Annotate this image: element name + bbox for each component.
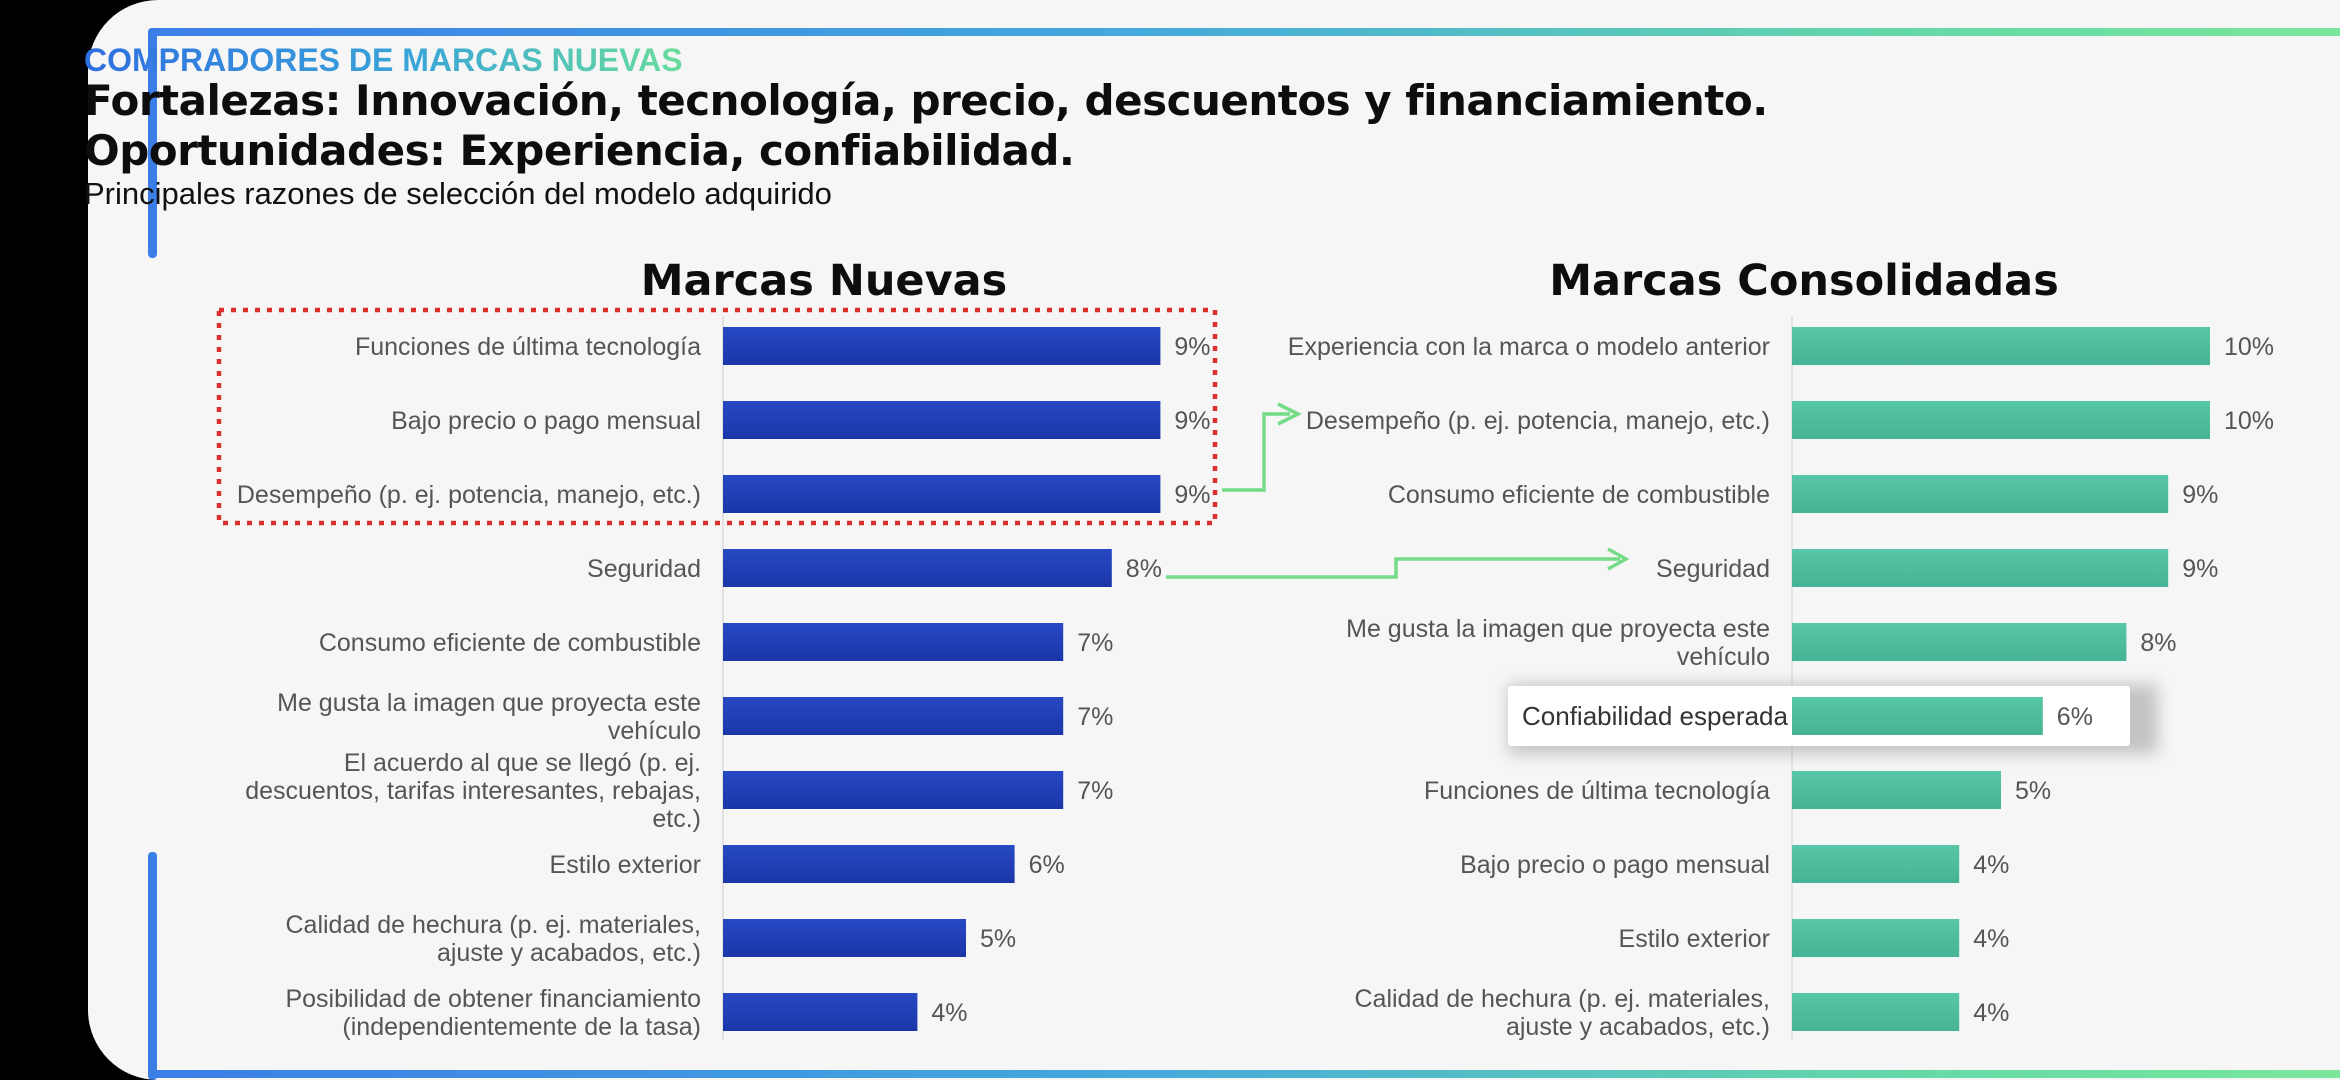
bar-nuevas [723, 623, 1064, 661]
bar-consolidadas [1792, 327, 2210, 365]
bar-consolidadas [1792, 475, 2169, 513]
value-label-consolidadas: 5% [2015, 777, 2051, 805]
frame-top-accent [148, 28, 2340, 36]
bar-nuevas [723, 919, 966, 957]
value-label-consolidadas: 8% [2140, 629, 2176, 657]
highlight-box [216, 307, 1218, 526]
value-label-consolidadas: 6% [2057, 703, 2093, 731]
bar-nuevas [723, 327, 1161, 365]
value-label-consolidadas: 9% [2182, 555, 2218, 583]
category-label-nuevas: Posibilidad de obtener financiamiento [285, 985, 701, 1013]
headline-strengths: Fortalezas: Innovación, tecnología, prec… [84, 76, 1768, 125]
subtitle: Principales razones de selección del mod… [84, 176, 832, 211]
value-label-nuevas: 9% [1174, 407, 1210, 435]
bar-nuevas [723, 845, 1015, 883]
bar-nuevas [723, 993, 918, 1031]
frame-left-accent [148, 28, 157, 258]
category-label-consolidadas: Seguridad [1656, 555, 1770, 583]
category-label-nuevas: Seguridad [587, 555, 701, 583]
category-label-nuevas: Consumo eficiente de combustible [319, 629, 701, 657]
category-label-nuevas: vehículo [608, 717, 701, 745]
arrowhead-seguridad [1607, 547, 1630, 571]
value-label-nuevas: 7% [1077, 777, 1113, 805]
chart-title-consolidadas: Marcas Consolidadas [1549, 256, 2059, 306]
value-label-nuevas: 7% [1077, 703, 1113, 731]
bar-consolidadas [1792, 401, 2210, 439]
value-label-consolidadas: 4% [1973, 999, 2009, 1027]
category-label-consolidadas: Confiabilidad esperada [1522, 701, 1789, 731]
frame-bottom-accent [148, 1070, 2340, 1078]
bar-consolidadas [1792, 549, 2169, 587]
category-label-nuevas: Desempeño (p. ej. potencia, manejo, etc.… [237, 481, 701, 509]
category-label-nuevas: descuentos, tarifas interesantes, rebaja… [245, 777, 701, 805]
category-label-consolidadas: Consumo eficiente de combustible [1388, 481, 1770, 509]
category-label-consolidadas: Me gusta la imagen que proyecta este [1346, 615, 1770, 643]
category-label-consolidadas: vehículo [1677, 643, 1770, 671]
arrowhead-desempeno [1277, 402, 1302, 426]
value-label-nuevas: 7% [1077, 629, 1113, 657]
bar-nuevas [723, 475, 1161, 513]
slide [88, 0, 2340, 1080]
value-label-nuevas: 9% [1174, 333, 1210, 361]
category-label-consolidadas: Experiencia con la marca o modelo anteri… [1288, 333, 1770, 361]
value-label-consolidadas: 9% [2182, 481, 2218, 509]
value-label-nuevas: 8% [1126, 555, 1162, 583]
bar-consolidadas [1792, 623, 2127, 661]
category-label-nuevas: Funciones de última tecnología [355, 333, 701, 361]
value-label-consolidadas: 4% [1973, 925, 2009, 953]
bar-nuevas [723, 401, 1161, 439]
category-label-nuevas: ajuste y acabados, etc.) [437, 939, 701, 967]
category-label-nuevas: Me gusta la imagen que proyecta este [277, 689, 701, 717]
bar-nuevas [723, 697, 1064, 735]
arrow-seguridad [1166, 557, 1620, 579]
category-label-consolidadas: Funciones de última tecnología [1424, 777, 1770, 805]
category-label-consolidadas: Desempeño (p. ej. potencia, manejo, etc.… [1306, 407, 1770, 435]
category-label-nuevas: etc.) [652, 805, 701, 833]
category-label-consolidadas: Bajo precio o pago mensual [1460, 851, 1770, 879]
category-label-consolidadas: Calidad de hechura (p. ej. materiales, [1354, 985, 1770, 1013]
bar-consolidadas [1792, 919, 1960, 957]
category-label-nuevas: Estilo exterior [550, 851, 701, 879]
category-label-consolidadas: ajuste y acabados, etc.) [1506, 1013, 1770, 1041]
category-label-nuevas: El acuerdo al que se llegó (p. ej. [344, 749, 701, 777]
arrow-desempeno [1222, 412, 1290, 492]
section-tag: COMPRADORES DE MARCAS NUEVAS [84, 42, 683, 78]
category-label-nuevas: (independientemente de la tasa) [342, 1013, 701, 1041]
bar-consolidadas [1792, 697, 2043, 735]
value-label-nuevas: 4% [931, 999, 967, 1027]
headline-opportunities: Oportunidades: Experiencia, confiabilida… [84, 126, 1075, 175]
bar-nuevas [723, 771, 1064, 809]
category-label-consolidadas: Estilo exterior [1619, 925, 1770, 953]
value-label-consolidadas: 10% [2224, 407, 2274, 435]
bar-consolidadas [1792, 771, 2001, 809]
bar-nuevas [723, 549, 1112, 587]
value-label-nuevas: 9% [1174, 481, 1210, 509]
value-label-nuevas: 5% [980, 925, 1016, 953]
value-label-nuevas: 6% [1029, 851, 1065, 879]
category-label-nuevas: Calidad de hechura (p. ej. materiales, [285, 911, 701, 939]
category-label-nuevas: Bajo precio o pago mensual [391, 407, 701, 435]
value-label-consolidadas: 10% [2224, 333, 2274, 361]
bar-consolidadas [1792, 845, 1960, 883]
frame-left-lower-accent [148, 852, 157, 1080]
chart-title-nuevas: Marcas Nuevas [641, 256, 1008, 306]
bar-consolidadas [1792, 993, 1960, 1031]
value-label-consolidadas: 4% [1973, 851, 2009, 879]
